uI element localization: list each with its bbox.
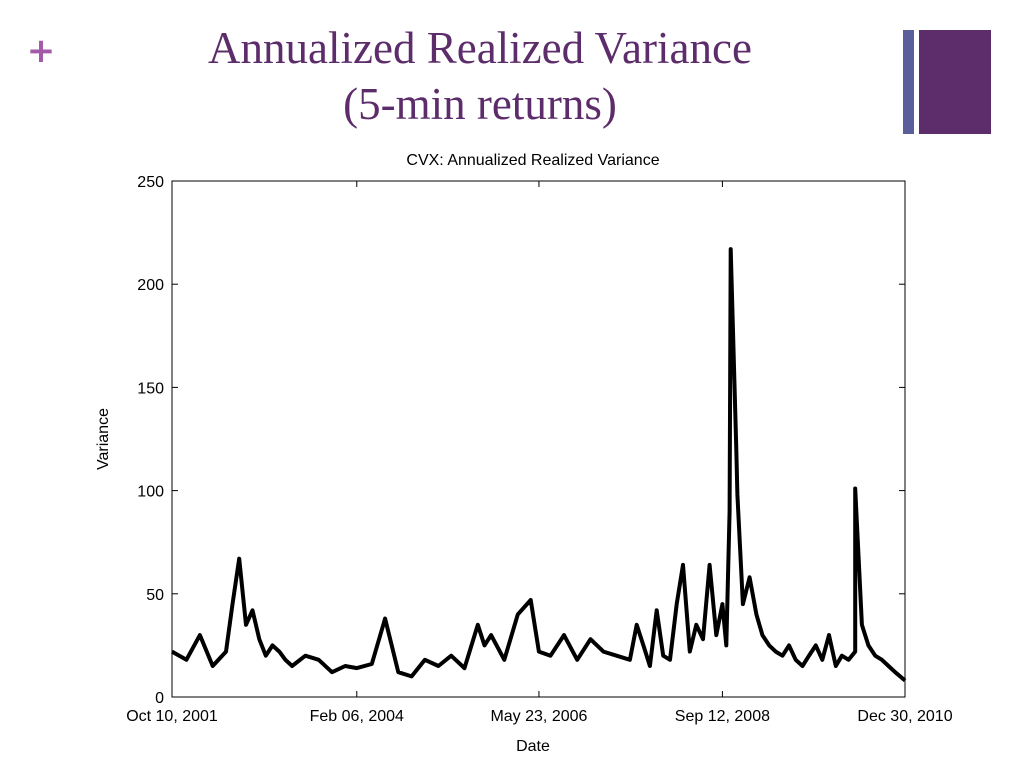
bullet-plus-icon: + (26, 31, 56, 71)
y-tick-label: 150 (137, 380, 164, 397)
slide-title-line-2: (5-min returns) (343, 79, 617, 129)
y-tick-label: 0 (155, 690, 164, 707)
x-axis-label: Date (516, 738, 550, 755)
x-tick-label: Sep 12, 2008 (675, 708, 770, 725)
series-line (171, 247, 907, 683)
chart-title: CVX: Annualized Realized Variance (406, 152, 659, 169)
x-tick-label: Dec 30, 2010 (857, 708, 952, 725)
slide-title: Annualized Realized Variance (5-min retu… (120, 20, 840, 132)
series-layer (171, 247, 907, 683)
decorative-purple-block (919, 30, 991, 134)
y-tick-label: 200 (137, 277, 164, 294)
y-tick-label: 50 (146, 587, 164, 604)
decorative-thin-bar (903, 30, 914, 134)
x-tick-label: Feb 06, 2004 (310, 708, 404, 725)
y-tick-label: 250 (137, 174, 164, 191)
plot-frame (171, 180, 906, 698)
x-tick-label: Oct 10, 2001 (126, 708, 218, 725)
y-tick-label: 100 (137, 484, 164, 501)
axis-ticks: 0 50 100 150 200 250 Oct 10, 2001 Feb 06, 2004 M… (126, 174, 953, 725)
x-tick-label: May 23, 2006 (490, 708, 587, 725)
y-axis-label: Variance (95, 408, 112, 470)
slide-title-line-1: Annualized Realized Variance (208, 23, 752, 73)
